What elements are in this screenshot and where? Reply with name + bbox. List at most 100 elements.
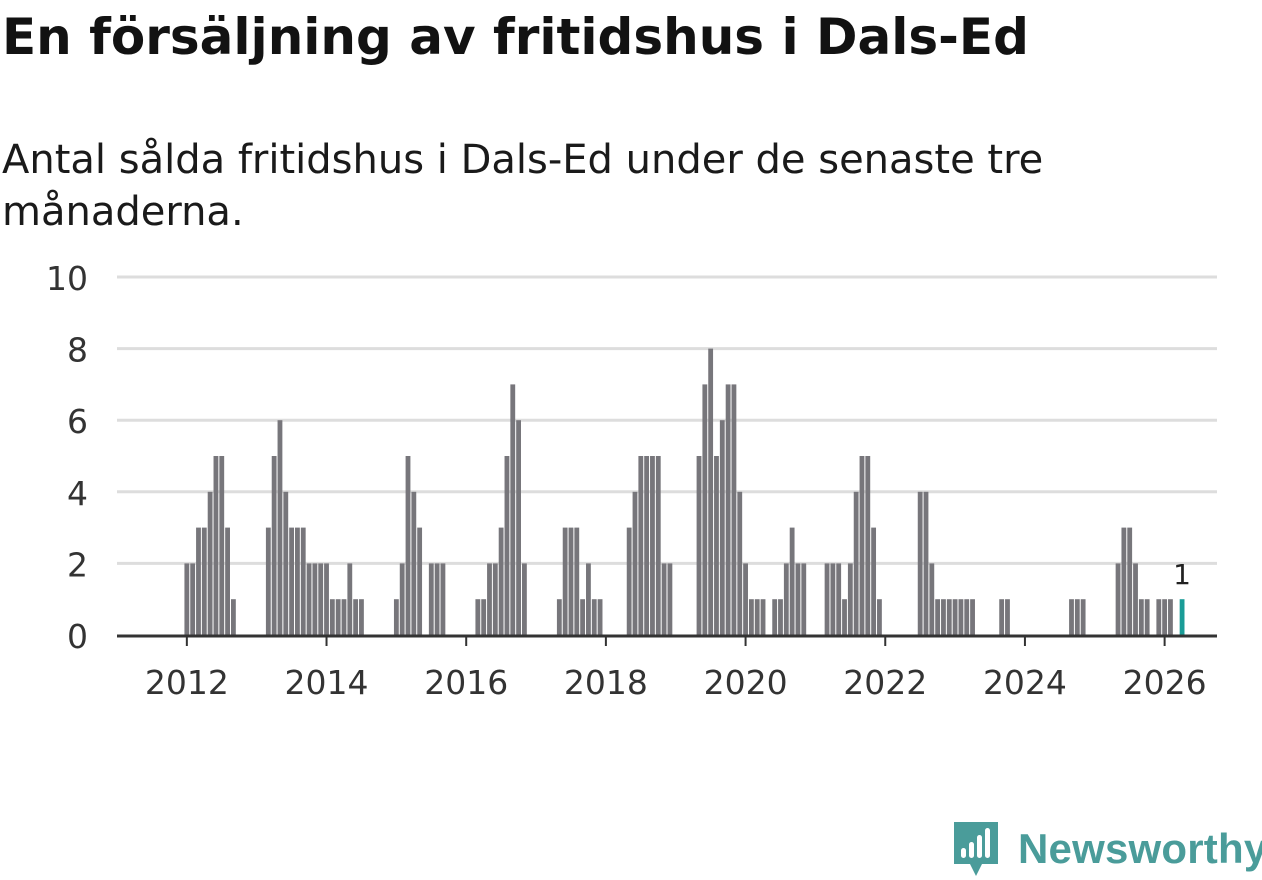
bar-2016-11 <box>521 563 527 635</box>
bar-2015-04 <box>411 491 417 635</box>
bar-2015-02 <box>399 563 405 635</box>
bar-highlight <box>1179 599 1185 635</box>
bar-2018-07 <box>638 456 644 635</box>
bar-2017-09 <box>580 599 586 635</box>
bar-2012-07 <box>219 456 225 635</box>
bar-2017-12 <box>597 599 603 635</box>
bar-2016-08 <box>504 456 510 635</box>
bar-2018-05 <box>626 527 632 635</box>
bar-2020-02 <box>748 599 754 635</box>
bar-2018-08 <box>644 456 650 635</box>
bar-2022-12 <box>946 599 952 635</box>
bar-2025-09 <box>1138 599 1144 635</box>
bar-2021-11 <box>871 527 877 635</box>
bar-2015-08 <box>434 563 440 635</box>
gridlines <box>117 275 1217 565</box>
bar-2020-03 <box>754 599 760 635</box>
bar-2013-03 <box>265 527 271 635</box>
bar-2020-09 <box>789 527 795 635</box>
x-tick-label: 2012 <box>145 663 229 702</box>
bar-2020-11 <box>801 563 807 635</box>
bar-2014-01 <box>324 563 329 635</box>
bar-2015-01 <box>393 599 399 635</box>
bar-2025-10 <box>1144 599 1150 635</box>
bar-2016-04 <box>481 599 487 635</box>
bar-2017-08 <box>574 527 580 635</box>
bar-2024-09 <box>1069 599 1074 635</box>
x-tick-label: 2026 <box>1123 663 1207 702</box>
bar-2014-07 <box>359 599 364 635</box>
bar-2014-03 <box>335 599 341 635</box>
bar-2023-04 <box>970 599 975 635</box>
bar-2013-06 <box>283 491 289 635</box>
bar-2026-01 <box>1162 599 1168 635</box>
x-tick-label: 2016 <box>424 663 508 702</box>
bar-2018-09 <box>650 456 655 635</box>
bar-2017-07 <box>568 527 574 635</box>
bar-2021-03 <box>824 563 830 635</box>
bar-2014-02 <box>329 599 335 635</box>
bar-2020-01 <box>743 563 748 635</box>
bars <box>184 348 1185 635</box>
bar-2021-04 <box>830 563 836 635</box>
bar-2021-09 <box>859 456 865 635</box>
bar-2016-05 <box>487 563 492 635</box>
newsworthy-logo: Newsworthy <box>950 818 1262 880</box>
bar-2018-06 <box>632 491 638 635</box>
bar-2026-02 <box>1168 599 1173 635</box>
bar-2019-07 <box>708 348 714 635</box>
data-labels: 1 <box>1173 558 1191 591</box>
bar-2012-04 <box>201 527 207 635</box>
bar-2013-05 <box>277 420 283 635</box>
bar-2019-09 <box>719 420 725 635</box>
bar-2023-01 <box>952 599 958 635</box>
bar-2016-07 <box>498 527 504 635</box>
bar-2025-12 <box>1156 599 1162 635</box>
bar-2013-11 <box>312 563 318 635</box>
bar-2017-11 <box>591 599 597 635</box>
bar-2023-09 <box>999 599 1005 635</box>
bar-2013-08 <box>295 527 300 635</box>
y-tick-label: 2 <box>67 545 88 584</box>
bar-2022-07 <box>917 491 923 635</box>
bar-2021-05 <box>836 563 842 635</box>
y-tick-label: 4 <box>67 474 88 513</box>
bar-2017-10 <box>586 563 591 635</box>
bar-2016-10 <box>516 420 521 635</box>
bar-2022-09 <box>929 563 935 635</box>
bar-2012-03 <box>196 527 201 635</box>
bar-2020-08 <box>783 563 789 635</box>
bar-2014-06 <box>353 599 359 635</box>
bar-2013-07 <box>289 527 295 635</box>
bar-2018-10 <box>655 456 661 635</box>
bar-2018-11 <box>661 563 667 635</box>
newsworthy-logo-icon <box>954 822 998 876</box>
bar-2015-03 <box>405 456 411 635</box>
bar-2013-09 <box>300 527 306 635</box>
bar-chart: 0 2 4 6 8 10 2012 2014 2016 2018 2020 2022 2024 2026… <box>46 259 1217 702</box>
bar-2019-06 <box>702 384 708 635</box>
bar-2020-10 <box>795 563 801 635</box>
bar-2014-05 <box>347 563 353 635</box>
bar-2025-06 <box>1121 527 1127 635</box>
bar-2025-05 <box>1115 563 1121 635</box>
y-axis-tick-labels: 0 2 4 6 8 10 <box>46 259 88 656</box>
bar-2022-08 <box>923 491 929 635</box>
bar-2019-10 <box>725 384 731 635</box>
bar-2012-09 <box>230 599 236 635</box>
bar-2021-12 <box>877 599 882 635</box>
bar-2012-02 <box>190 563 196 635</box>
bar-2012-01 <box>184 563 190 635</box>
chart-title: En försäljning av fritidshus i Dals-Ed <box>2 8 1029 66</box>
bar-2013-12 <box>318 563 324 635</box>
bar-2019-12 <box>737 491 743 635</box>
bar-2025-07 <box>1127 527 1133 635</box>
x-tick-label: 2018 <box>564 663 648 702</box>
bar-2021-08 <box>853 491 859 635</box>
x-axis-ticks: 2012 2014 2016 2018 2020 2022 2024 2026 <box>145 636 1207 702</box>
y-tick-label: 6 <box>67 402 88 441</box>
data-label-highlight: 1 <box>1173 558 1191 591</box>
bar-2023-02 <box>958 599 964 635</box>
bar-2015-07 <box>428 563 434 635</box>
bar-2020-07 <box>778 599 783 635</box>
